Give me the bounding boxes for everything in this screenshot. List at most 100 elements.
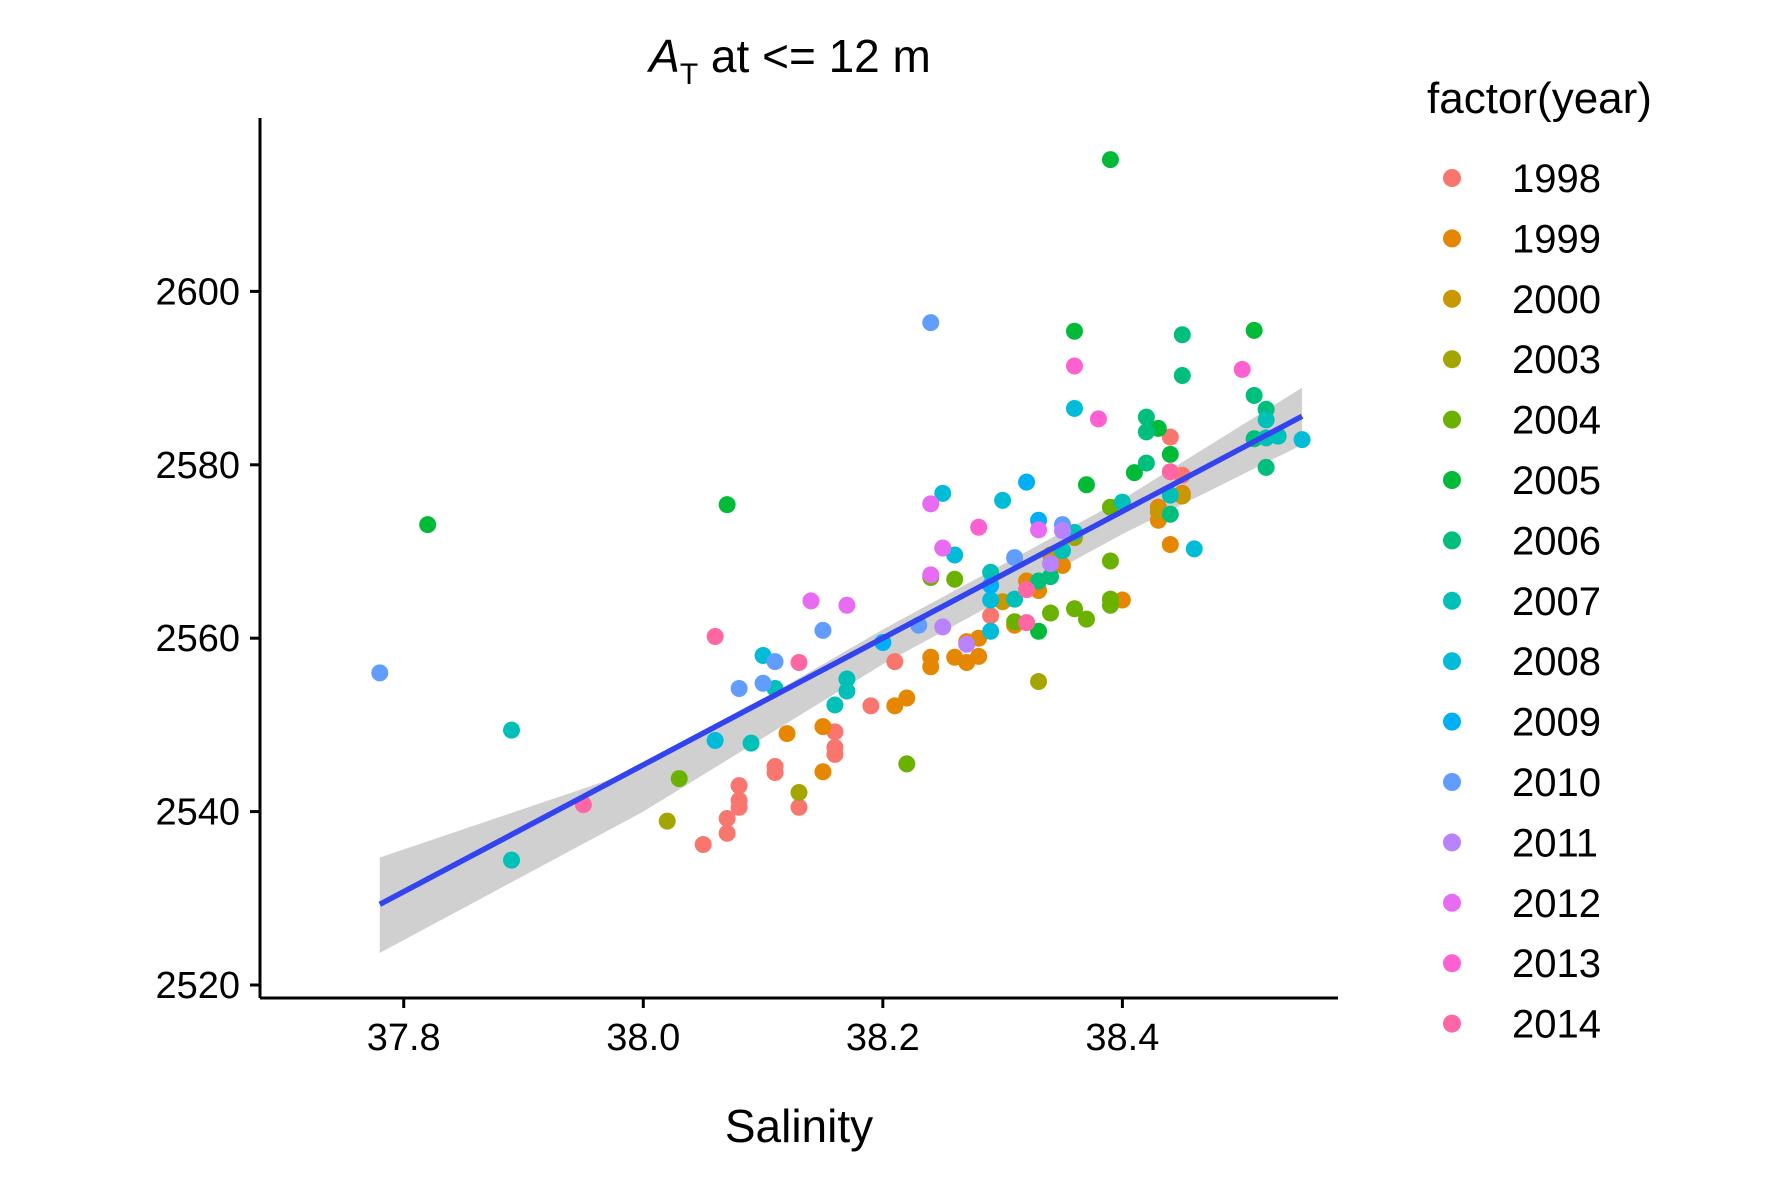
y-tick-label: 2540 (155, 792, 240, 834)
chart-title-subscript: T (680, 58, 698, 91)
data-point-1998 (718, 824, 736, 842)
data-point-1999 (898, 689, 916, 707)
legend-label-2006: 2006 (1512, 519, 1601, 563)
x-tick-label: 38.4 (1085, 1017, 1159, 1059)
data-point-2004 (670, 770, 688, 788)
data-point-2004 (1077, 610, 1095, 628)
data-point-2006 (1173, 326, 1191, 344)
legend-label-2013: 2013 (1512, 942, 1601, 986)
data-point-2005 (1077, 476, 1095, 494)
data-point-2006 (1042, 568, 1060, 586)
data-point-2012 (838, 596, 856, 614)
legend-label-2014: 2014 (1512, 1003, 1601, 1047)
y-tick-label: 2600 (155, 271, 240, 313)
data-point-1998 (694, 836, 712, 854)
data-point-2005 (419, 516, 437, 534)
data-point-2010 (730, 679, 748, 697)
data-point-2005 (1161, 445, 1179, 463)
data-point-2010 (1006, 549, 1024, 567)
data-point-2006 (1173, 366, 1191, 384)
data-point-2010 (814, 621, 832, 639)
legend-label-2003: 2003 (1512, 338, 1601, 382)
data-point-2010 (754, 674, 772, 692)
data-point-2012 (802, 592, 820, 610)
data-point-2005 (718, 496, 736, 514)
legend-swatch-2008 (1443, 652, 1461, 671)
data-point-1999 (1161, 536, 1179, 554)
data-point-2005 (1245, 321, 1263, 339)
data-point-2008 (994, 491, 1012, 509)
data-point-2014 (1161, 463, 1179, 481)
y-axis-ticks: 2520 2540 2560 2580 2600 (155, 271, 260, 1007)
legend-swatch-2003 (1443, 350, 1461, 369)
data-point-2006 (1137, 423, 1155, 441)
x-tick-label: 38.0 (606, 1017, 680, 1059)
data-point-2012 (922, 495, 940, 513)
regression-line-path (378, 413, 1304, 907)
legend-swatch-2000 (1443, 289, 1461, 308)
data-point-2006 (1161, 505, 1179, 523)
legend-label-2009: 2009 (1512, 701, 1601, 745)
data-point-1998 (982, 607, 1000, 625)
data-point-2004 (1101, 552, 1119, 570)
data-point-1998 (886, 653, 904, 671)
data-point-1999 (778, 725, 796, 743)
data-point-2005 (1065, 322, 1083, 340)
data-point-2011 (1054, 522, 1072, 540)
data-point-2004 (946, 570, 964, 588)
data-point-2007 (838, 670, 856, 688)
data-point-2003 (1030, 673, 1048, 691)
x-tick-label: 37.8 (367, 1017, 441, 1059)
data-point-2014 (1018, 614, 1036, 632)
data-point-2013 (1065, 357, 1083, 375)
data-point-2011 (1042, 555, 1060, 573)
legend-swatch-2010 (1443, 773, 1461, 791)
legend-label-1999: 1999 (1512, 217, 1601, 261)
legend-swatch-2004 (1443, 410, 1461, 429)
legend-label-2007: 2007 (1512, 580, 1601, 624)
data-point-2003 (790, 784, 808, 802)
data-point-2012 (922, 566, 940, 584)
legend-label-2010: 2010 (1512, 761, 1601, 805)
legend: 1998 1999 2000 2003 2004 2005 2006 2007 2008 2009… (1443, 157, 1601, 1047)
data-point-2007 (1257, 411, 1275, 429)
data-point-2008 (1293, 431, 1311, 449)
data-point-1998 (730, 777, 748, 795)
data-point-1998 (766, 758, 784, 776)
data-point-2007 (503, 721, 521, 739)
data-point-2004 (898, 755, 916, 773)
data-point-2007 (838, 682, 856, 700)
chart-title-rest: at <= 12 m (698, 30, 931, 82)
data-point-2006 (1245, 386, 1263, 404)
y-tick-label: 2520 (155, 965, 240, 1007)
data-point-2003 (658, 812, 676, 830)
data-point-1998 (790, 798, 808, 816)
data-point-1998 (1161, 428, 1179, 446)
data-point-1999 (814, 718, 832, 736)
data-point-2011 (934, 618, 952, 636)
data-point-2013 (970, 518, 988, 536)
data-point-1998 (718, 810, 736, 828)
data-point-2009 (1018, 473, 1036, 491)
data-point-2005 (1101, 151, 1119, 169)
data-point-2014 (1018, 581, 1036, 599)
data-point-1998 (826, 738, 844, 756)
data-point-2008 (982, 622, 1000, 640)
data-point-2006 (1137, 408, 1155, 426)
legend-label-2008: 2008 (1512, 640, 1601, 684)
legend-swatch-1998 (1443, 169, 1461, 187)
legend-swatch-2009 (1443, 712, 1461, 731)
x-axis-ticks: 37.8 38.0 38.2 38.4 (367, 998, 1159, 1059)
legend-swatch-2007 (1443, 591, 1461, 610)
data-point-2008 (934, 484, 952, 502)
data-point-2008 (1065, 399, 1083, 417)
legend-label-2011: 2011 (1512, 821, 1598, 865)
legend-label-1998: 1998 (1512, 157, 1601, 201)
data-point-2008 (982, 591, 1000, 609)
y-tick-label: 2560 (155, 618, 240, 660)
data-point-2007 (742, 734, 760, 752)
data-point-2007 (1006, 590, 1024, 608)
legend-swatch-2005 (1443, 471, 1461, 489)
